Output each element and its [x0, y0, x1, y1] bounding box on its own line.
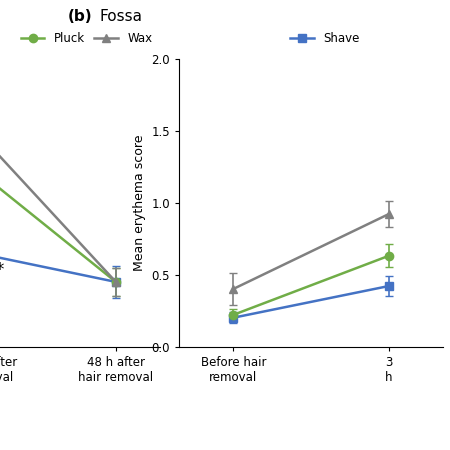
Legend: Pluck, Wax: Pluck, Wax — [16, 27, 158, 50]
Text: *: * — [0, 261, 4, 279]
Legend: Shave: Shave — [285, 27, 364, 50]
Text: Fossa: Fossa — [100, 9, 143, 24]
Text: (b): (b) — [68, 9, 93, 24]
Y-axis label: Mean erythema score: Mean erythema score — [133, 134, 146, 271]
